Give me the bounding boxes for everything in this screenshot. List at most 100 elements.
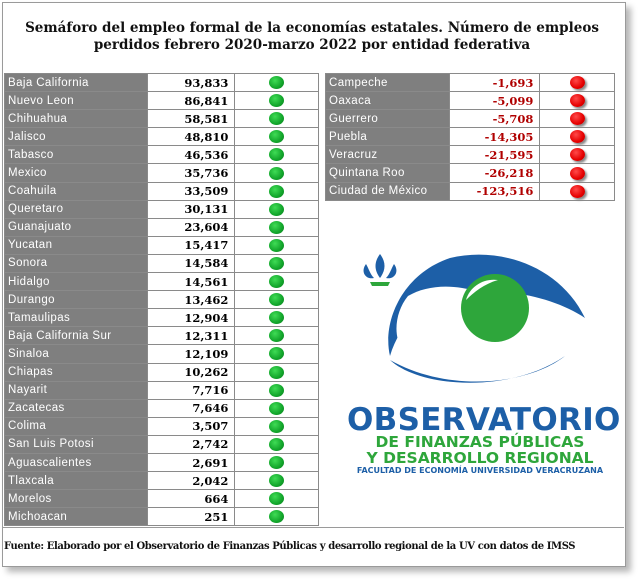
table-row: Coahuila 33,509 [4,181,319,201]
green-light-icon [269,419,285,433]
logo-faculty: FACULTAD DE ECONOMÍA UNIVERSIDAD VERACRU… [356,466,604,475]
employment-value: 7,716 [146,380,236,400]
table-row: Sonora 14,584 [4,253,319,274]
table-row: Aguascalientes 2,691 [4,452,319,473]
eye-logo-icon [363,254,585,383]
green-light-icon [269,437,285,451]
green-light-icon [269,94,285,108]
green-light-icon [269,347,285,361]
state-name: Chihuahua [4,109,148,129]
employment-value: 23,604 [146,217,236,237]
employment-value: -21,595 [448,145,541,165]
table-row: Mexico 35,736 [4,163,319,183]
state-name: Baja California Sur [4,326,148,346]
page-title: Semáforo del empleo formal de la economí… [0,20,624,54]
employment-value: 46,536 [146,145,236,165]
state-name: Zacatecas [4,398,148,418]
red-light-icon [569,112,585,126]
state-name: Hidalgo [4,272,148,292]
negative-employment-table: Campeche -1,693 Oaxaca -5,099 Guerrero -5,708… [325,72,615,201]
state-name: Chiapas [4,362,148,382]
table-row: Guerrero -5,708 [325,109,615,129]
green-light-icon [269,202,285,216]
employment-value: 35,736 [146,163,236,183]
state-name: San Luis Potosi [4,434,148,454]
green-light-icon [269,130,285,144]
state-name: Puebla [325,127,450,147]
traffic-light-cell [234,199,319,219]
state-name: Sonora [4,253,148,274]
state-name: Guerrero [325,109,450,129]
traffic-light-cell [234,181,319,201]
employment-value: -14,305 [448,127,541,147]
fleur-de-lis-icon [363,254,397,286]
table-row: Colima 3,507 [4,416,319,436]
green-light-icon [269,365,285,379]
employment-value: 13,462 [146,290,236,310]
state-name: Veracruz [325,145,450,165]
employment-value: -123,516 [448,181,541,201]
traffic-light-cell [234,235,319,255]
table-row: Veracruz -21,595 [325,145,615,165]
state-name: Tabasco [4,145,148,165]
table-row: Puebla -14,305 [325,127,615,147]
green-light-icon [269,238,285,252]
green-light-icon [269,383,285,397]
state-name: Guanajuato [4,217,148,237]
traffic-light-cell [234,489,319,509]
positive-employment-table: Baja California 93,833 Nuevo Leon 86,841 Chi… [4,72,319,527]
employment-value: 93,833 [146,72,236,93]
traffic-light-cell [234,127,319,147]
green-light-icon [269,456,285,470]
table-row: Chihuahua 58,581 [4,109,319,129]
state-name: Oaxaca [325,91,450,111]
traffic-light-cell [234,109,319,129]
state-name: Mexico [4,163,148,183]
traffic-light-cell [539,145,615,165]
table-row: Chiapas 10,262 [4,362,319,382]
employment-value: -5,708 [448,109,541,129]
title-line-2: perdidos febrero 2020-marzo 2022 por ent… [93,37,531,53]
table-row: Zacatecas 7,646 [4,398,319,418]
state-name: Aguascalientes [4,452,148,473]
table-row: Nayarit 7,716 [4,380,319,400]
table-row: Oaxaca -5,099 [325,91,615,111]
employment-value: -26,218 [448,163,541,183]
state-name: Yucatan [4,235,148,255]
state-name: Morelos [4,489,148,509]
green-light-icon [269,510,285,524]
state-name: Coahuila [4,181,148,201]
traffic-light-cell [234,253,319,274]
traffic-light-cell [539,91,615,111]
traffic-light-cell [234,362,319,382]
green-light-icon [269,401,285,415]
state-name: Baja California [4,72,148,93]
state-name: Nuevo Leon [4,91,148,111]
employment-value: 12,109 [146,344,236,364]
employment-value: 2,742 [146,434,236,454]
employment-value: -1,693 [448,72,541,93]
traffic-light-cell [234,290,319,310]
red-light-icon [569,148,585,162]
table-row: Nuevo Leon 86,841 [4,91,319,111]
state-name: Tamaulipas [4,308,148,328]
employment-value: 2,042 [146,471,236,491]
footer-divider [2,527,624,528]
employment-value: 10,262 [146,362,236,382]
traffic-light-cell [234,163,319,183]
red-light-icon [569,130,585,144]
traffic-light-cell [234,507,319,527]
state-name: Queretaro [4,199,148,219]
employment-value: 7,646 [146,398,236,418]
table-row: Guanajuato 23,604 [4,217,319,237]
state-name: Nayarit [4,380,148,400]
green-light-icon [269,112,285,126]
employment-value: 3,507 [146,416,236,436]
employment-value: 12,311 [146,326,236,346]
observatorio-logo: OBSERVATORIO DE FINANZAS PÚBLICAS Y DESA… [330,238,620,478]
traffic-light-cell [234,416,319,436]
employment-value: 15,417 [146,235,236,255]
green-light-icon [269,329,285,343]
state-name: Tlaxcala [4,471,148,491]
title-line-1: Semáforo del empleo formal de la economí… [25,20,599,36]
